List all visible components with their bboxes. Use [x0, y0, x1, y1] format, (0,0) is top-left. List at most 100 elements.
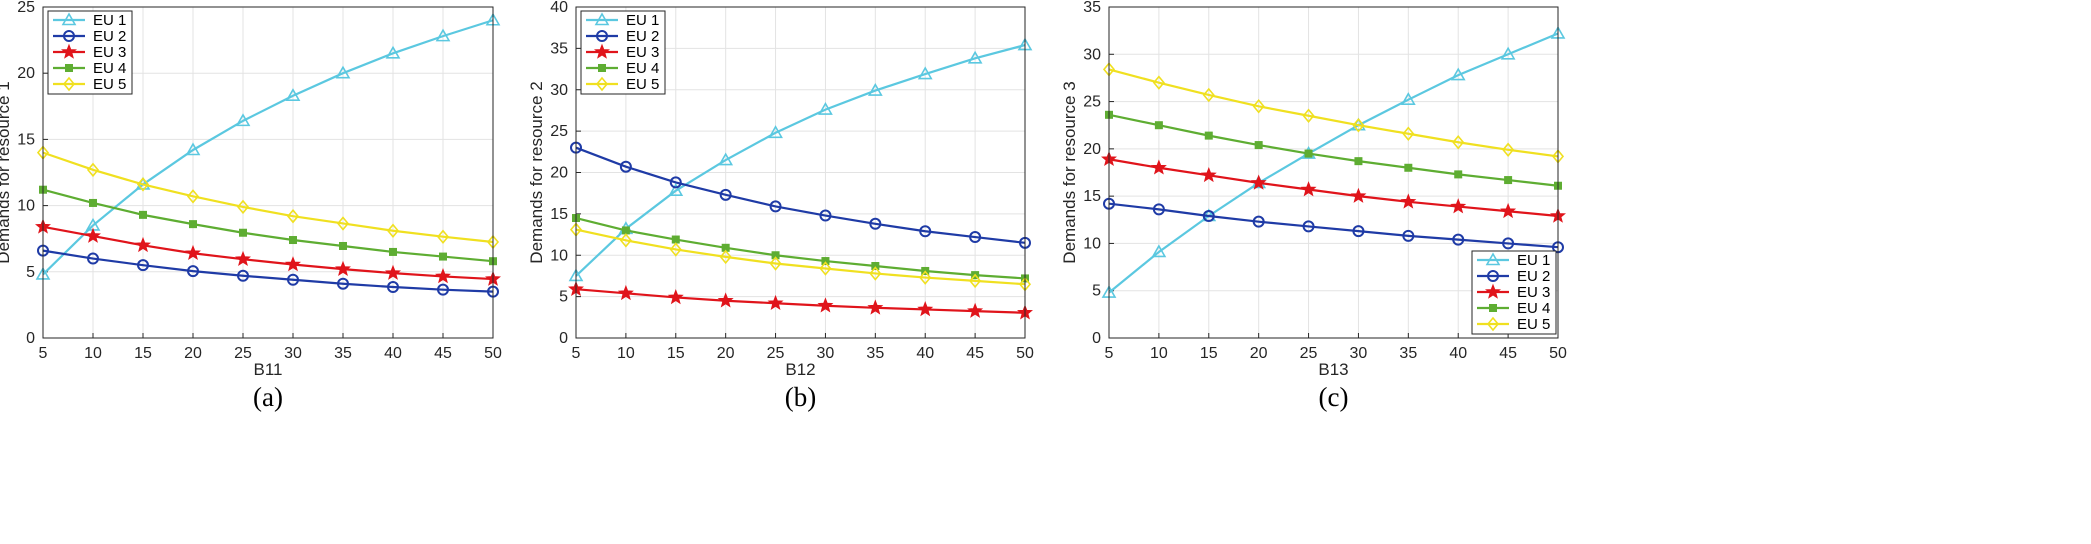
- data-point: [439, 252, 447, 261]
- legend-label: EU 1: [1517, 252, 1550, 269]
- data-point: [821, 257, 830, 266]
- x-tick-label: 20: [717, 345, 735, 362]
- legend-label: EU 3: [626, 44, 659, 61]
- x-axis-label: B11: [254, 360, 283, 379]
- x-tick-label: 10: [1150, 345, 1168, 362]
- data-point: [869, 217, 882, 230]
- data-point: [969, 231, 982, 244]
- series-eu-1: [35, 12, 501, 280]
- data-point: [769, 200, 782, 213]
- x-tick-label: 40: [916, 345, 934, 362]
- legend-marker: [595, 76, 609, 92]
- series-line: [575, 228, 1026, 286]
- data-point: [1400, 92, 1416, 105]
- legend-label: EU 1: [93, 12, 126, 29]
- legend-entry: EU 2: [53, 28, 126, 45]
- data-point: [871, 262, 880, 271]
- legend-label: EU 2: [93, 28, 126, 45]
- x-tick-label: 15: [134, 345, 152, 362]
- x-tick-label: 30: [817, 345, 835, 362]
- data-point: [1152, 75, 1165, 90]
- x-tick-label: 20: [184, 345, 202, 362]
- data-point: [435, 28, 451, 42]
- data-point: [1404, 163, 1413, 172]
- y-tick-label: 15: [17, 131, 35, 148]
- data-point: [817, 297, 834, 313]
- y-tick-label: 5: [1092, 283, 1101, 300]
- legend-label: EU 3: [93, 44, 126, 61]
- data-point: [185, 142, 201, 156]
- data-point: [286, 208, 300, 224]
- data-point: [287, 273, 299, 286]
- data-point: [335, 260, 351, 276]
- series-eu-1: [1101, 25, 1566, 298]
- y-tick-label: 25: [1083, 94, 1101, 111]
- x-axis-label: B12: [785, 360, 815, 379]
- x-tick-label: 35: [866, 345, 884, 362]
- data-point: [387, 281, 399, 294]
- data-point: [718, 152, 734, 166]
- legend-entry: EU 4: [586, 60, 659, 77]
- x-tick-label: 40: [384, 345, 402, 362]
- data-point: [1150, 159, 1167, 175]
- series-eu-3: [35, 218, 501, 286]
- data-point: [337, 277, 349, 290]
- data-point: [1202, 87, 1215, 103]
- data-point: [437, 283, 449, 296]
- series-eu-3: [568, 280, 1033, 320]
- x-tick-label: 45: [1499, 345, 1517, 362]
- legend-label: EU 2: [626, 28, 659, 45]
- legend-label: EU 1: [626, 12, 659, 29]
- data-point: [187, 265, 199, 278]
- legend-label: EU 2: [1517, 268, 1550, 285]
- data-point: [336, 216, 350, 231]
- legend-marker: [596, 30, 608, 42]
- data-point: [669, 242, 682, 257]
- data-point: [619, 233, 632, 248]
- x-tick-label: 25: [234, 345, 252, 362]
- legend-marker: [61, 43, 77, 59]
- series-line: [1108, 113, 1559, 187]
- data-point: [1354, 157, 1363, 166]
- series-line: [575, 43, 1026, 277]
- legend-marker: [594, 12, 610, 26]
- data-point: [669, 176, 682, 189]
- y-tick-label: 25: [17, 0, 35, 16]
- data-point: [235, 113, 251, 127]
- data-point: [1502, 237, 1515, 250]
- x-tick-label: 45: [434, 345, 452, 362]
- y-tick-label: 35: [550, 40, 568, 57]
- data-point: [435, 268, 451, 284]
- x-tick-label: 35: [1399, 345, 1417, 362]
- data-point: [1450, 67, 1466, 81]
- x-tick-label: 5: [39, 345, 48, 362]
- data-point: [818, 101, 833, 115]
- x-tick-label: 15: [1200, 345, 1218, 362]
- legend: EU 1EU 2EU 3EU 4EU 5: [1471, 250, 1557, 335]
- data-point: [1252, 215, 1265, 228]
- axes-box: [1108, 6, 1559, 339]
- data-point: [1350, 187, 1367, 203]
- legend-label: EU 4: [626, 60, 659, 77]
- series-line: [575, 146, 1026, 244]
- legend: EU 1EU 2EU 3EU 4EU 5: [47, 10, 133, 95]
- data-point: [289, 236, 297, 245]
- legend-entry: EU 1: [1477, 252, 1550, 269]
- data-point: [867, 299, 884, 315]
- data-point: [389, 247, 397, 256]
- data-point: [1452, 134, 1465, 150]
- y-tick-label: 20: [550, 165, 568, 182]
- data-point: [819, 209, 832, 222]
- data-point: [285, 256, 301, 272]
- data-point: [1151, 244, 1167, 258]
- series-eu-2: [1103, 197, 1564, 254]
- data-point: [87, 252, 99, 265]
- legend-label: EU 4: [93, 60, 126, 77]
- legend-marker: [1487, 270, 1499, 282]
- data-point: [919, 270, 932, 285]
- data-point: [1352, 225, 1365, 238]
- x-tick-label: 50: [484, 345, 502, 362]
- data-point: [1500, 202, 1517, 219]
- data-point: [1400, 193, 1417, 209]
